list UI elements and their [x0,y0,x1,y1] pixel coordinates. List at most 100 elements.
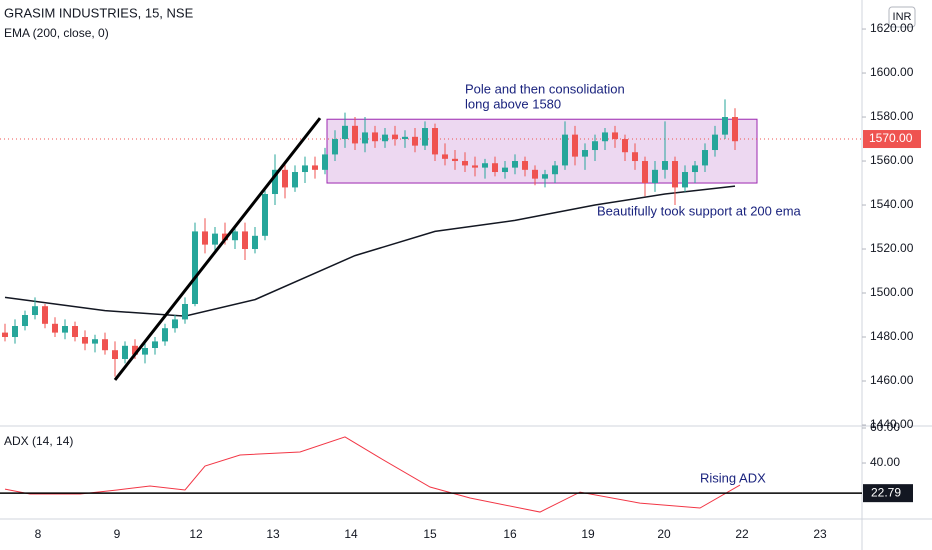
ema-line [4,185,736,317]
adx-level-box [863,484,913,503]
candle-body [282,169,288,188]
currency-box [888,6,916,28]
x-tick-label: 16 [503,527,517,541]
x-tick-label: 12 [189,527,203,541]
candle-body [482,163,488,168]
candle-body [182,304,188,320]
candle-body [32,306,38,316]
candle-body [342,125,348,140]
candle-body [492,163,498,173]
candle-body [552,165,558,175]
x-tick-label: 14 [344,527,358,541]
candle-body [142,348,148,355]
candle-body [502,167,508,173]
pole-line [113,117,322,381]
candle-body [672,161,678,188]
candle-body [122,345,128,360]
y-tick-label: 1540.00 [870,197,914,211]
annotation: Pole and then consolidation [465,81,625,96]
candle-body [472,165,478,168]
currency: INR [893,11,912,23]
candle-body [622,139,628,153]
y-tick-label: 1600.00 [870,65,914,79]
candle-body [272,169,278,195]
candle-body [72,326,78,338]
candle-body [132,345,138,355]
candle-body [652,169,658,184]
y-tick-label: 60.00 [870,420,900,434]
candle-body [192,231,198,305]
y-tick-label: 1460.00 [870,373,914,387]
candle-body [112,350,118,360]
candle-body [82,337,88,344]
candle-body [612,132,618,140]
candle-body [582,150,588,157]
candle-body [412,136,418,146]
candle-body [372,132,378,142]
candle-body [202,231,208,245]
range-box [326,118,758,184]
candle-body [422,128,428,146]
y-tick-label: 1480.00 [870,329,914,343]
y-tick-label: 1440.00 [870,417,914,431]
candle-body [212,233,218,245]
candle-body [592,141,598,151]
x-tick-label: 22 [735,527,749,541]
candle-body [222,233,228,241]
y-tick-label: 1580.00 [870,109,914,123]
candle-body [232,231,238,241]
y-tick-label: 1520.00 [870,241,914,255]
x-tick-label: 23 [813,527,827,541]
chart-title: GRASIM INDUSTRIES, 15, NSE [4,5,194,20]
annotation: long above 1580 [465,96,561,111]
adx-line [4,436,741,513]
candle-body [602,132,608,142]
candle-body [402,136,408,140]
candle-body [362,132,368,144]
x-tick-label: 19 [581,527,595,541]
candle-body [432,128,438,155]
annotation: Beautifully took support at 200 ema [597,203,802,218]
candle-body [62,326,68,333]
candle-body [312,165,318,170]
candle-body [262,194,268,236]
candle-body [462,161,468,166]
candle-body [662,161,668,170]
candle-body [632,152,638,162]
adx-level-label: 22.79 [871,485,901,499]
candle-body [332,139,338,155]
candle-body [292,172,298,188]
candle-body [692,165,698,173]
annotation: Rising ADX [700,470,766,485]
candle-body [442,154,448,159]
candle-body [42,306,48,324]
adx-legend: ADX (14, 14) [4,434,73,448]
y-tick-label: 1500.00 [870,285,914,299]
last-price-label: 1570.00 [869,131,913,145]
y-tick-label: 40.00 [870,455,900,469]
candle-body [712,134,718,151]
y-tick-label: 1560.00 [870,153,914,167]
candle-body [302,165,308,173]
candle-body [322,154,328,170]
last-price-box [863,130,921,149]
x-tick-label: 15 [423,527,437,541]
candle-body [522,161,528,170]
candle-body [722,117,728,135]
candle-body [162,328,168,342]
candle-body [12,326,18,338]
x-tick-label: 20 [657,527,671,541]
candle-body [242,231,248,250]
candle-body [2,332,8,338]
candle-body [102,339,108,351]
candle-body [682,172,688,188]
x-tick-label: 8 [35,527,42,541]
candle-body [152,341,158,349]
candle-body [92,339,98,344]
candle-body [702,150,708,166]
candle-body [252,235,258,250]
y-tick-label: 1620.00 [870,21,914,35]
candle-body [572,134,578,157]
